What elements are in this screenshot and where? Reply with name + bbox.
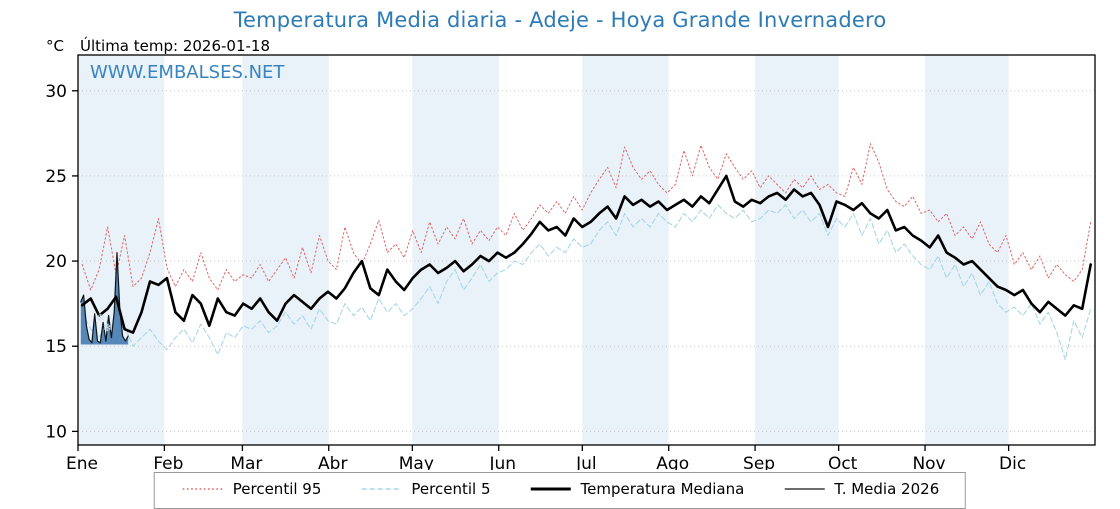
legend-item-temperatura-mediana: Temperatura Mediana [528, 480, 744, 498]
svg-text:Dic: Dic [999, 454, 1026, 470]
svg-text:❄: ❄ [96, 311, 105, 324]
svg-text:Sep: Sep [743, 454, 775, 470]
svg-text:20: 20 [45, 252, 67, 272]
svg-text:Ago: Ago [656, 454, 689, 470]
svg-text:Oct: Oct [828, 454, 858, 470]
svg-text:❄: ❄ [103, 321, 112, 334]
svg-text:Feb: Feb [153, 454, 183, 470]
svg-text:Ene: Ene [66, 454, 98, 470]
y-axis-units-label: °C [46, 37, 64, 55]
percentil-95-line-swatch [182, 488, 223, 490]
percentil-5-line-swatch [361, 488, 402, 490]
watermark: WWW.EMBALSES.NET [90, 62, 285, 83]
svg-text:15: 15 [45, 337, 67, 357]
svg-text:May: May [399, 454, 434, 470]
chart-title: Temperatura Media diaria - Adeje - Hoya … [233, 8, 887, 32]
svg-text:25: 25 [45, 167, 67, 187]
svg-text:Abr: Abr [318, 454, 347, 470]
temperatura-mediana-line-swatch [530, 487, 571, 491]
legend-item-percentil-5: Percentil 5 [359, 480, 490, 498]
svg-text:Mar: Mar [230, 454, 262, 470]
svg-text:Jul: Jul [575, 454, 597, 470]
chart-plot-area: ❄❄ 10 15 20 25 30 Ene Feb Mar Abr May Jun Jul Ago Sep O… [45, 54, 1096, 470]
t-media-2026-line-swatch [784, 488, 825, 490]
legend-item-t-media-2026: T. Media 2026 [782, 480, 939, 498]
svg-text:10: 10 [45, 422, 67, 442]
chart-legend: Percentil 95 Percentil 5 Temperatura Med… [153, 472, 967, 509]
svg-text:Nov: Nov [912, 454, 945, 470]
svg-text:Jun: Jun [488, 454, 516, 470]
last-temp-label: Última temp: 2026-01-18 [80, 37, 271, 55]
legend-item-percentil-95: Percentil 95 [181, 480, 322, 498]
legend-label-percentil-5: Percentil 5 [411, 480, 491, 498]
legend-label-temperatura-mediana: Temperatura Mediana [580, 480, 745, 498]
svg-text:30: 30 [45, 82, 67, 102]
legend-label-t-media-2026: T. Media 2026 [834, 480, 940, 498]
legend-label-percentil-95: Percentil 95 [232, 480, 322, 498]
